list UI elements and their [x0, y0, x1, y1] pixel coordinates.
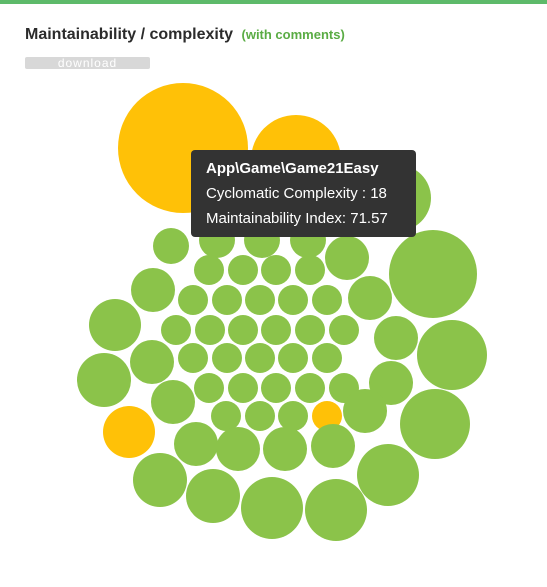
class-bubble-43[interactable] [151, 380, 195, 424]
class-bubble-45[interactable] [245, 401, 275, 431]
class-bubble-57[interactable] [241, 477, 303, 539]
class-bubble-31[interactable] [178, 343, 208, 373]
class-bubble-52[interactable] [216, 427, 260, 471]
chart-title-text: Maintainability / complexity [25, 26, 234, 43]
class-bubble-33[interactable] [245, 343, 275, 373]
class-bubble-39[interactable] [261, 373, 291, 403]
class-bubble-48[interactable] [343, 389, 387, 433]
tooltip-complexity: Cyclomatic Complexity : 18 [206, 185, 387, 202]
class-bubble-17[interactable] [245, 285, 275, 315]
top-accent-border [0, 0, 547, 4]
class-bubble-30[interactable] [130, 340, 174, 384]
chart-subtitle: (with comments) [241, 27, 345, 42]
class-bubble-54[interactable] [311, 424, 355, 468]
class-bubble-10[interactable] [194, 255, 224, 285]
class-bubble-42[interactable] [369, 361, 413, 405]
class-bubble-35[interactable] [312, 343, 342, 373]
class-bubble-34[interactable] [278, 343, 308, 373]
class-bubble-12[interactable] [261, 255, 291, 285]
class-bubble-59[interactable] [357, 444, 419, 506]
chart-title: Maintainability / complexity (with comme… [25, 26, 345, 44]
class-bubble-22[interactable] [161, 315, 191, 345]
tooltip-title: App\Game\Game21Easy [206, 160, 379, 177]
class-bubble-36[interactable] [77, 353, 131, 407]
class-bubble-40[interactable] [295, 373, 325, 403]
class-bubble-16[interactable] [212, 285, 242, 315]
class-bubble-27[interactable] [329, 315, 359, 345]
class-bubble-13[interactable] [295, 255, 325, 285]
class-bubble-51[interactable] [174, 422, 218, 466]
class-bubble-50[interactable] [103, 406, 155, 458]
class-bubble-4[interactable] [153, 228, 189, 264]
class-bubble-9[interactable] [389, 230, 477, 318]
class-bubble-15[interactable] [178, 285, 208, 315]
class-bubble-28[interactable] [374, 316, 418, 360]
class-bubble-23[interactable] [195, 315, 225, 345]
class-bubble-44[interactable] [211, 401, 241, 431]
tooltip: App\Game\Game21Easy Cyclomatic Complexit… [191, 150, 416, 237]
class-bubble-24[interactable] [228, 315, 258, 345]
class-bubble-47[interactable] [312, 401, 342, 431]
class-bubble-37[interactable] [194, 373, 224, 403]
class-bubble-21[interactable] [89, 299, 141, 351]
class-bubble-46[interactable] [278, 401, 308, 431]
class-bubble-20[interactable] [348, 276, 392, 320]
class-bubble-18[interactable] [278, 285, 308, 315]
download-button[interactable]: download [25, 57, 150, 70]
class-bubble-8[interactable] [325, 236, 369, 280]
class-bubble-49[interactable] [400, 389, 470, 459]
class-bubble-55[interactable] [133, 453, 187, 507]
class-bubble-32[interactable] [212, 343, 242, 373]
class-bubble-26[interactable] [295, 315, 325, 345]
class-bubble-53[interactable] [263, 427, 307, 471]
class-bubble-38[interactable] [228, 373, 258, 403]
class-bubble-56[interactable] [186, 469, 240, 523]
class-bubble-58[interactable] [305, 479, 367, 541]
class-bubble-29[interactable] [417, 320, 487, 390]
class-bubble-19[interactable] [312, 285, 342, 315]
class-bubble-14[interactable] [131, 268, 175, 312]
class-bubble-25[interactable] [261, 315, 291, 345]
tooltip-maintainability: Maintainability Index: 71.57 [206, 210, 388, 227]
class-bubble-11[interactable] [228, 255, 258, 285]
